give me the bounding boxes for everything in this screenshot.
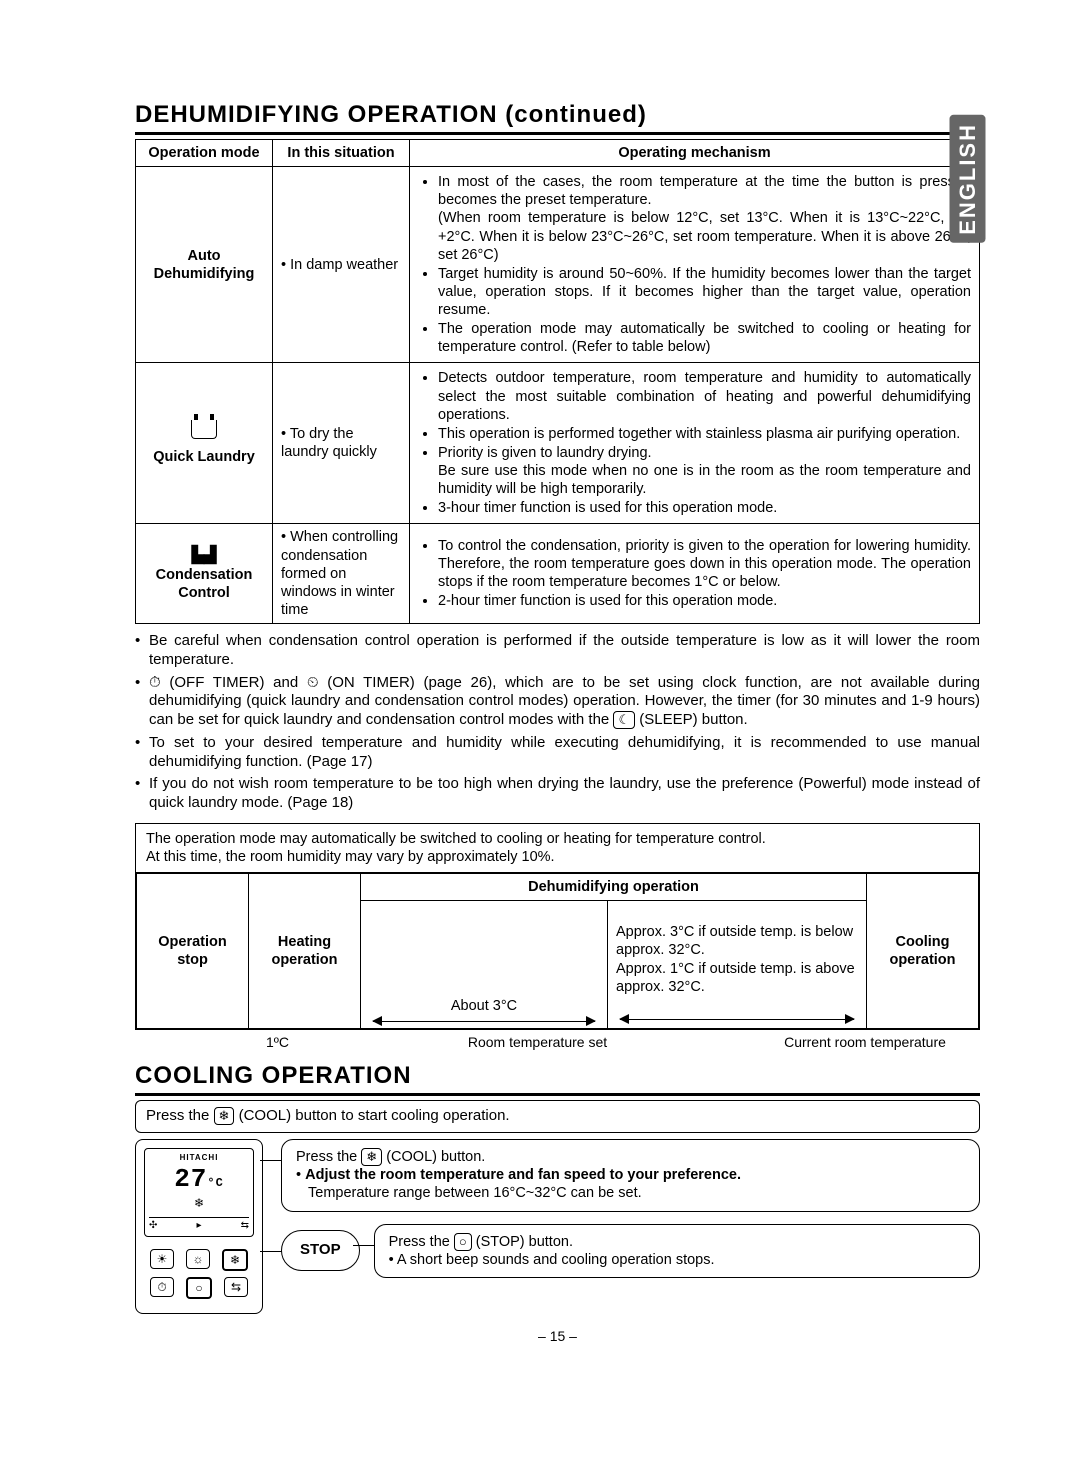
col-heating: Heating operation: [249, 874, 361, 1029]
mode-laundry: Quick Laundry: [136, 363, 273, 524]
mode-auto: Auto Dehumidifying: [136, 167, 273, 363]
press-text: Press the: [146, 1107, 214, 1124]
axis-labels: 1ºC Room temperature set Current room te…: [135, 1034, 980, 1052]
stop-pill: STOP: [281, 1230, 360, 1271]
bullet: Priority is given to laundry drying. Be …: [438, 444, 971, 498]
bubble-bold: Adjust the room temperature and fan spee…: [305, 1167, 741, 1183]
cool-icon: ❄: [214, 1107, 235, 1125]
mechanism-laundry: Detects outdoor temperature, room temper…: [410, 363, 980, 524]
about-text: About 3°C: [369, 997, 599, 1015]
timer-off-icon: ⏱: [149, 674, 161, 691]
table-row: Auto Dehumidifying • In damp weather In …: [136, 167, 980, 363]
label-room-set: Room temperature set: [325, 1034, 750, 1052]
dehumidifying-table: Operation mode In this situation Operati…: [135, 139, 980, 624]
th-situation: In this situation: [273, 140, 410, 167]
note-text: (OFF TIMER) and: [169, 674, 306, 691]
remote-temp: 27°C: [149, 1163, 249, 1196]
stop-step: STOP Press the ○ (STOP) button. • A shor…: [281, 1224, 980, 1278]
cooling-bubbles: Press the ❄ (COOL) button. • Adjust the …: [281, 1139, 980, 1278]
remote-button[interactable]: ⏱: [150, 1277, 174, 1297]
title-rule: [135, 1093, 980, 1096]
table-row: ▙▟ Condensation Control • When controlli…: [136, 524, 980, 624]
situation-text: In damp weather: [290, 257, 398, 273]
situation-auto: • In damp weather: [273, 167, 410, 363]
situation-text: To dry the laundry quickly: [281, 426, 377, 460]
mechanism-auto: In most of the cases, the room temperatu…: [410, 167, 980, 363]
title-rule: [135, 132, 980, 135]
bubble-text: (STOP) button.: [476, 1234, 573, 1250]
snowflake-icon: ❄: [149, 1196, 249, 1211]
remote-screen: HITACHI 27°C ❄ ✣ ▸ ⇆: [144, 1148, 254, 1237]
bullet: Target humidity is around 50~60%. If the…: [438, 265, 971, 319]
remote-stop-button[interactable]: ○: [186, 1277, 212, 1299]
col-stop: Operation stop: [137, 874, 249, 1029]
timer-on-icon: ⏲: [307, 674, 319, 691]
bullet: 2-hour timer function is used for this o…: [438, 592, 971, 610]
sleep-icon: ☾: [613, 711, 635, 729]
bullet: This operation is performed together wit…: [438, 425, 971, 443]
bullet: The operation mode may automatically be …: [438, 320, 971, 356]
situation-laundry: • To dry the laundry quickly: [273, 363, 410, 524]
bubble-text: Press the: [389, 1234, 454, 1250]
range-arrow-right: [620, 1019, 854, 1020]
cell-about: About 3°C: [361, 901, 608, 1029]
bubble-text: (COOL) button.: [386, 1149, 485, 1165]
bullet: In most of the cases, the room temperatu…: [438, 173, 971, 264]
stop-icon: ○: [454, 1233, 472, 1251]
mechanism-condensation: To control the condensation, priority is…: [410, 524, 980, 624]
remote-control: HITACHI 27°C ❄ ✣ ▸ ⇆ ☀ ☼ ❄ ⏱ ○ ⇆: [135, 1139, 263, 1314]
bullet: 3-hour timer function is used for this o…: [438, 499, 971, 517]
cooling-intro-box: Press the ❄ (COOL) button to start cooli…: [135, 1100, 980, 1133]
label-1c: 1ºC: [230, 1034, 325, 1052]
col-dehum-header: Dehumidifying operation: [361, 874, 867, 901]
mode-switch-info: The operation mode may automatically be …: [135, 823, 980, 1030]
mode-text: Condensation Control: [156, 567, 253, 601]
notes-list: •Be careful when condensation control op…: [135, 632, 980, 813]
situation-condensation: • When controlling condensation formed o…: [273, 524, 410, 624]
remote-brand: HITACHI: [149, 1153, 249, 1163]
note: If you do not wish room temperature to b…: [149, 775, 980, 813]
note: To set to your desired temperature and h…: [149, 734, 980, 772]
bubble-text: A short beep sounds and cooling operatio…: [397, 1252, 715, 1268]
bullet: To control the condensation, priority is…: [438, 537, 971, 591]
stop-bubble: Press the ○ (STOP) button. • A short bee…: [374, 1224, 980, 1278]
bubble-text: Temperature range between 16°C~32°C can …: [296, 1184, 965, 1202]
table-row: Quick Laundry • To dry the laundry quick…: [136, 363, 980, 524]
range-arrow-left: [373, 1021, 595, 1022]
cool-icon: ❄: [361, 1148, 382, 1166]
language-tab: ENGLISH: [950, 115, 986, 243]
col-cooling: Cooling operation: [867, 874, 979, 1029]
mode-text: Quick Laundry: [153, 449, 255, 465]
cool-step-bubble: Press the ❄ (COOL) button. • Adjust the …: [281, 1139, 980, 1211]
cooling-steps: HITACHI 27°C ❄ ✣ ▸ ⇆ ☀ ☼ ❄ ⏱ ○ ⇆: [135, 1139, 980, 1314]
laundry-icon: [191, 420, 217, 439]
situation-text: When controlling condensation formed on …: [281, 529, 398, 618]
remote-button[interactable]: ☀: [150, 1249, 174, 1269]
press-text: (COOL) button to start cooling operation…: [239, 1107, 510, 1124]
label-current-temp: Current room temperature: [750, 1034, 980, 1052]
section-title-dehumidifying: DEHUMIDIFYING OPERATION (continued): [135, 100, 980, 130]
cell-approx: Approx. 3°C if outside temp. is below ap…: [608, 901, 867, 1029]
manual-page: ENGLISH DEHUMIDIFYING OPERATION (continu…: [0, 0, 1080, 1458]
note-text: (SLEEP) button.: [639, 711, 747, 728]
section-title-cooling: COOLING OPERATION: [135, 1061, 980, 1091]
note: ⏱ (OFF TIMER) and ⏲ (ON TIMER) (page 26)…: [149, 674, 980, 730]
approx-text: Approx. 3°C if outside temp. is below ap…: [616, 924, 855, 994]
bubble-text: Press the: [296, 1149, 361, 1165]
remote-button[interactable]: ☼: [186, 1249, 210, 1269]
remote-cool-button[interactable]: ❄: [222, 1249, 248, 1271]
condensation-icon: ▙▟: [192, 547, 217, 564]
page-number: – 15 –: [135, 1328, 980, 1346]
swing-icon: ⇆: [241, 1220, 249, 1233]
fan-icon: ✣: [149, 1220, 157, 1233]
mode-condensation: ▙▟ Condensation Control: [136, 524, 273, 624]
mode-switch-table: Operation stop Heating operation Dehumid…: [136, 873, 979, 1029]
remote-button[interactable]: ⇆: [224, 1277, 248, 1297]
info-intro: The operation mode may automatically be …: [136, 824, 979, 873]
th-mode: Operation mode: [136, 140, 273, 167]
th-mechanism: Operating mechanism: [410, 140, 980, 167]
note: Be careful when condensation control ope…: [149, 632, 980, 670]
bullet: Detects outdoor temperature, room temper…: [438, 369, 971, 423]
